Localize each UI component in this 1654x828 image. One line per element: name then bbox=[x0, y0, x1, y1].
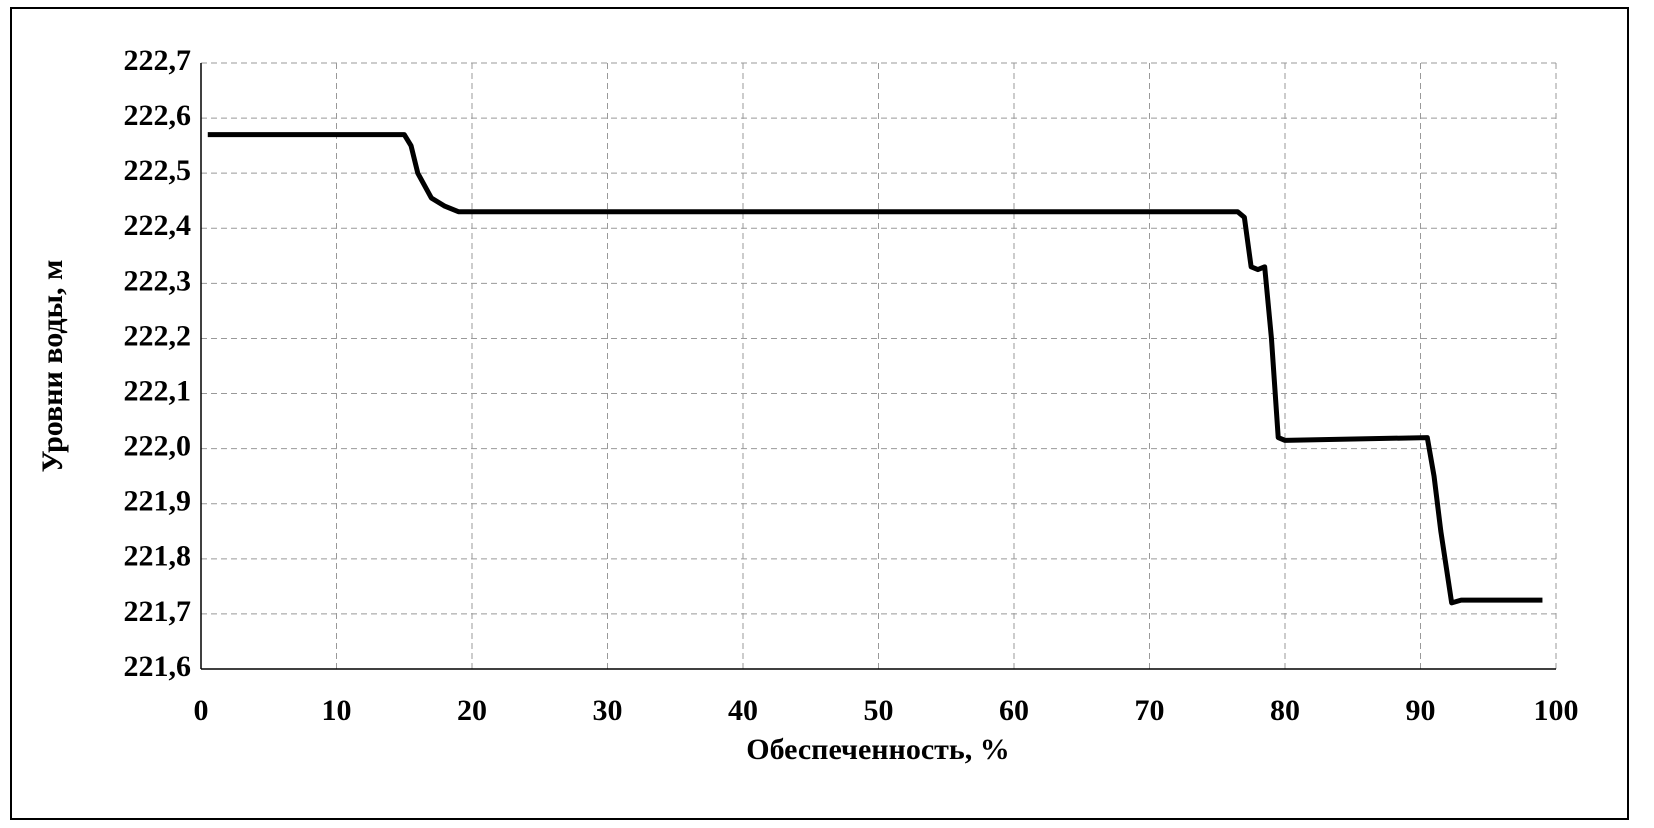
x-tick-label: 20 bbox=[457, 694, 487, 727]
x-tick-label: 90 bbox=[1406, 694, 1436, 727]
y-tick-label: 222,2 bbox=[124, 319, 192, 352]
x-tick-label: 30 bbox=[593, 694, 623, 727]
y-tick-label: 221,8 bbox=[124, 540, 192, 573]
y-axis-title: Уровни воды, м bbox=[36, 260, 69, 473]
y-tick-label: 222,3 bbox=[124, 264, 192, 297]
y-tick-label: 221,9 bbox=[124, 485, 192, 518]
x-axis-title: Обеспеченность, % bbox=[746, 733, 1010, 766]
y-tick-label: 222,0 bbox=[124, 430, 192, 463]
y-tick-label: 222,6 bbox=[124, 99, 192, 132]
x-tick-label: 100 bbox=[1534, 694, 1579, 727]
y-tick-label: 221,7 bbox=[124, 595, 192, 628]
x-tick-label: 70 bbox=[1135, 694, 1165, 727]
x-tick-label: 60 bbox=[999, 694, 1029, 727]
y-tick-label: 222,4 bbox=[124, 209, 192, 242]
x-tick-label: 80 bbox=[1270, 694, 1300, 727]
x-tick-label: 0 bbox=[194, 694, 209, 727]
data-line bbox=[207, 132, 1543, 606]
y-tick-label: 222,5 bbox=[124, 154, 192, 187]
x-tick-label: 10 bbox=[322, 694, 352, 727]
y-tick-label: 222,7 bbox=[124, 44, 192, 77]
x-tick-label: 40 bbox=[728, 694, 758, 727]
x-tick-label: 50 bbox=[864, 694, 894, 727]
chart-border bbox=[10, 7, 1629, 820]
y-tick-label: 222,1 bbox=[124, 374, 192, 407]
y-tick-label: 221,6 bbox=[124, 650, 192, 683]
